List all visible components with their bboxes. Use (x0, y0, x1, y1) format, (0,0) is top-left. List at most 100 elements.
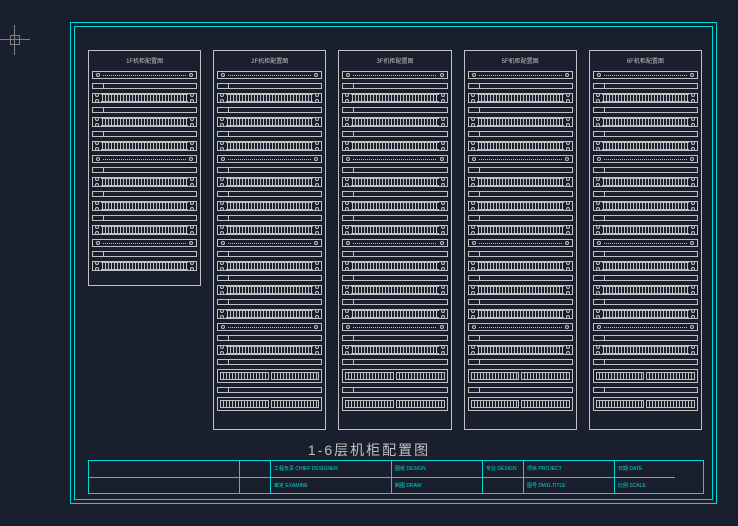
rack-unit-patch (217, 177, 322, 187)
rack-unit-patch (92, 177, 197, 187)
cursor-crosshair (0, 25, 30, 55)
rack-unit-patch (342, 93, 447, 103)
rack-unit-cable (217, 239, 322, 247)
rack-unit-lbl (92, 107, 197, 113)
titleblock-cell: 制图 DRAW (392, 478, 482, 494)
rack-unit-lbl (593, 251, 698, 257)
rack-unit-lbl (468, 215, 573, 221)
rack-unit-pdu (468, 397, 573, 411)
rack-unit-patch (593, 177, 698, 187)
rack-unit-lbl (342, 275, 447, 281)
rack-unit-lbl (217, 299, 322, 305)
rack-unit-lbl (468, 83, 573, 89)
titleblock-cell: 图号 DWG.TITLE (524, 478, 614, 494)
rack-unit-cable (593, 71, 698, 79)
rack-unit-lbl (468, 131, 573, 137)
rack-unit-lbl (342, 191, 447, 197)
rack-unit-patch (217, 225, 322, 235)
rack-unit-pdu (217, 397, 322, 411)
titleblock-cell (89, 461, 239, 478)
rack-r2: 2F机柜配置图 (213, 50, 326, 430)
rack-unit-lbl (342, 251, 447, 257)
rack-unit-lbl (92, 167, 197, 173)
rack-title: 3F机柜配置图 (376, 56, 413, 65)
rack-unit-patch (92, 117, 197, 127)
rack-unit-patch (468, 261, 573, 271)
titleblock-cell: 项目 PROJECT (524, 461, 614, 478)
rack-unit-patch (217, 309, 322, 319)
titleblock-col: 项目 PROJECT图号 DWG.TITLE (524, 461, 615, 493)
rack-unit-patch (92, 141, 197, 151)
rack-unit-lbl (217, 215, 322, 221)
rack-unit-lbl (468, 335, 573, 341)
rack-unit-cable (468, 323, 573, 331)
rack-unit-patch (217, 345, 322, 355)
rack-title: 5F机柜配置图 (502, 56, 539, 65)
rack-unit-patch (593, 201, 698, 211)
rack-unit-lbl (217, 83, 322, 89)
rack-unit-cable (342, 155, 447, 163)
rack-unit-patch (342, 345, 447, 355)
rack-unit-patch (217, 141, 322, 151)
titleblock-cell: 工程负责 CHIEF DESIGNER (271, 461, 391, 478)
rack-unit-lbl (217, 131, 322, 137)
rack-unit-lbl (468, 275, 573, 281)
titleblock-cell: 图纸 DESIGN (392, 461, 482, 478)
rack-unit-patch (217, 117, 322, 127)
rack-unit-cable (342, 323, 447, 331)
rack-unit-lbl (342, 299, 447, 305)
titleblock-col (240, 461, 271, 493)
rack-unit-patch (92, 261, 197, 271)
rack-title: 6F机柜配置图 (627, 56, 664, 65)
rack-unit-lbl (468, 167, 573, 173)
rack-unit-cable (92, 239, 197, 247)
rack-unit-patch (593, 141, 698, 151)
rack-unit-patch (342, 141, 447, 151)
rack-unit-lbl (593, 191, 698, 197)
rack-unit-lbl (342, 387, 447, 393)
rack-unit-lbl (342, 215, 447, 221)
titleblock-col: 日期 DATE比例 SCALE (615, 461, 675, 493)
rack-unit-lbl (217, 107, 322, 113)
rack-unit-pdu (593, 369, 698, 383)
titleblock-col: 专业 DESIGN (483, 461, 524, 493)
rack-unit-patch (342, 177, 447, 187)
rack-unit-cable (217, 71, 322, 79)
rack-unit-patch (593, 117, 698, 127)
rack-unit-patch (342, 285, 447, 295)
rack-unit-pdu (593, 397, 698, 411)
rack-unit-patch (92, 93, 197, 103)
rack-unit-cable (217, 155, 322, 163)
rack-unit-patch (593, 345, 698, 355)
rack-unit-lbl (217, 167, 322, 173)
rack-unit-lbl (342, 107, 447, 113)
rack-unit-patch (217, 261, 322, 271)
rack-unit-patch (468, 117, 573, 127)
rack-r6: 6F机柜配置图 (589, 50, 702, 430)
rack-r1: 1F机柜配置图 (88, 50, 201, 286)
rack-unit-cable (92, 155, 197, 163)
rack-unit-patch (593, 285, 698, 295)
rack-unit-lbl (468, 191, 573, 197)
rack-unit-cable (468, 155, 573, 163)
rack-unit-lbl (593, 131, 698, 137)
rack-unit-lbl (468, 387, 573, 393)
rack-unit-pdu (342, 369, 447, 383)
rack-unit-cable (593, 239, 698, 247)
rack-unit-lbl (593, 107, 698, 113)
rack-unit-patch (593, 93, 698, 103)
rack-unit-patch (468, 345, 573, 355)
rack-unit-lbl (468, 299, 573, 305)
titleblock-col: 工程负责 CHIEF DESIGNER审定 EXAMINE (271, 461, 392, 493)
rack-unit-patch (342, 225, 447, 235)
rack-unit-lbl (217, 251, 322, 257)
rack-unit-lbl (92, 83, 197, 89)
rack-unit-patch (468, 141, 573, 151)
rack-unit-pdu (468, 369, 573, 383)
titleblock-cell (483, 478, 523, 494)
rack-unit-lbl (92, 131, 197, 137)
rack-unit-patch (593, 225, 698, 235)
rack-unit-lbl (593, 83, 698, 89)
rack-unit-cable (342, 239, 447, 247)
rack-unit-patch (468, 93, 573, 103)
